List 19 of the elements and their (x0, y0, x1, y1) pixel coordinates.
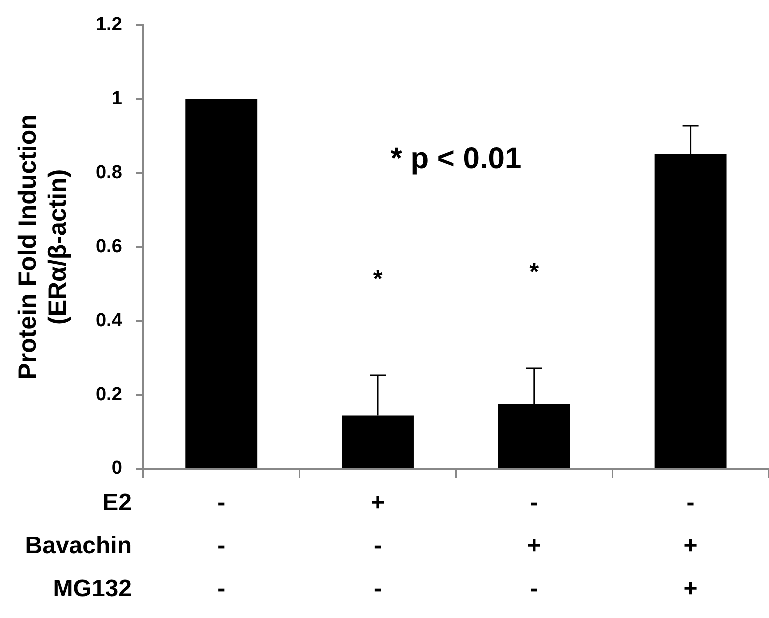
y-axis-title: Protein Fold Induction (ERα/β-actin) (14, 114, 72, 380)
annotation: * (530, 259, 540, 286)
annotation: * (373, 266, 384, 294)
y-tick-label: 0.8 (96, 162, 122, 184)
text: Bavachin (25, 532, 132, 560)
y-tick-label: 0.6 (96, 236, 122, 258)
x-tick-label: - + + (684, 490, 698, 603)
y-tick-label: 1 (112, 88, 123, 110)
x-tick-label: - - - (218, 490, 226, 603)
y-tick-label: 0.4 (96, 310, 123, 332)
annotation: * p < 0.01 (390, 142, 522, 176)
y-tick-label: 0.2 (96, 384, 122, 406)
x-tick-label: + - - (371, 490, 386, 603)
y-tick-label: 0 (112, 458, 122, 480)
x-tick-label: - + - (527, 490, 542, 603)
text: MG132 (53, 576, 132, 603)
text: E2 (102, 490, 132, 517)
y-tick-label: 1.2 (96, 14, 122, 36)
bar (186, 99, 258, 468)
